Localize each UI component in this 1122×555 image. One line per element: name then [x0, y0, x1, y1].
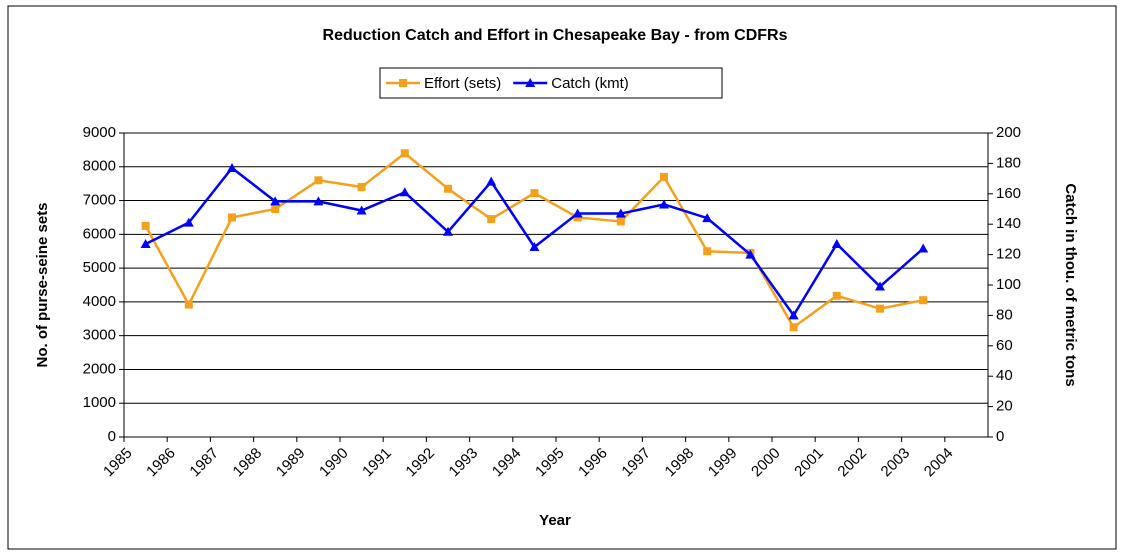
y2-axis-title: Catch in thou. of metric tons — [1062, 183, 1079, 387]
square-marker — [487, 215, 496, 224]
y-tick-label: 2000 — [83, 360, 116, 377]
y2-tick-label: 200 — [996, 124, 1021, 141]
triangle-marker — [270, 196, 281, 206]
y2-tick-label: 40 — [996, 367, 1013, 384]
triangle-marker — [399, 187, 410, 197]
y-tick-label: 8000 — [83, 158, 116, 175]
triangle-marker — [443, 226, 453, 236]
square-marker — [789, 323, 798, 332]
triangle-marker — [615, 208, 626, 218]
y2-tick-label: 140 — [996, 215, 1021, 232]
triangle-marker — [486, 176, 497, 186]
square-marker — [660, 172, 668, 181]
triangle-marker — [313, 196, 324, 206]
y-tick-label: 5000 — [83, 259, 116, 276]
y2-tick-label: 80 — [996, 306, 1013, 323]
y2-tick-label: 100 — [996, 276, 1021, 293]
square-marker — [271, 205, 280, 213]
legend-box — [379, 67, 723, 99]
triangle-marker — [356, 205, 367, 215]
y2-tick-label: 60 — [996, 337, 1013, 354]
square-marker — [314, 176, 323, 185]
triangle-marker — [227, 162, 237, 172]
y-axis-title: No. of purse-seine sets — [34, 202, 51, 367]
triangle-marker — [659, 199, 669, 209]
triangle-marker — [831, 238, 842, 248]
y-tick-label: 3000 — [83, 327, 116, 344]
square-marker — [184, 300, 193, 309]
triangle-marker — [140, 238, 151, 248]
y2-tick-label: 120 — [996, 246, 1021, 263]
y-tick-label: 1000 — [83, 394, 116, 411]
triangle-marker — [875, 281, 885, 291]
square-marker — [444, 184, 452, 193]
triangle-marker — [788, 310, 799, 320]
square-marker — [400, 149, 409, 158]
square-marker — [876, 304, 884, 313]
triangle-marker — [183, 217, 194, 227]
square-marker — [919, 296, 928, 305]
triangle-marker — [525, 78, 536, 87]
square-marker — [141, 221, 150, 230]
triangle-marker — [529, 242, 540, 251]
y-tick-label: 0 — [108, 428, 116, 445]
y-tick-label: 6000 — [83, 225, 116, 242]
square-marker — [703, 247, 712, 256]
triangle-marker — [918, 243, 929, 253]
x-axis-title: Year — [539, 512, 571, 529]
square-marker — [228, 213, 236, 222]
y2-tick-label: 0 — [996, 428, 1004, 445]
y2-tick-label: 180 — [996, 154, 1021, 171]
y-tick-label: 7000 — [83, 192, 116, 209]
square-marker — [399, 79, 407, 87]
square-marker — [616, 217, 625, 226]
square-marker — [357, 183, 366, 192]
legend-label: Effort (sets) — [424, 75, 501, 92]
y2-tick-label: 20 — [996, 398, 1013, 415]
square-marker — [530, 189, 539, 198]
y-tick-label: 9000 — [83, 124, 116, 141]
triangle-marker — [572, 208, 583, 218]
y2-tick-label: 160 — [996, 185, 1021, 202]
square-marker — [832, 291, 841, 300]
chart-title: Reduction Catch and Effort in Chesapeake… — [323, 27, 788, 44]
y-tick-label: 4000 — [83, 293, 116, 310]
legend-label: Catch (kmt) — [551, 75, 629, 92]
triangle-marker — [745, 249, 756, 259]
triangle-marker — [702, 213, 713, 223]
